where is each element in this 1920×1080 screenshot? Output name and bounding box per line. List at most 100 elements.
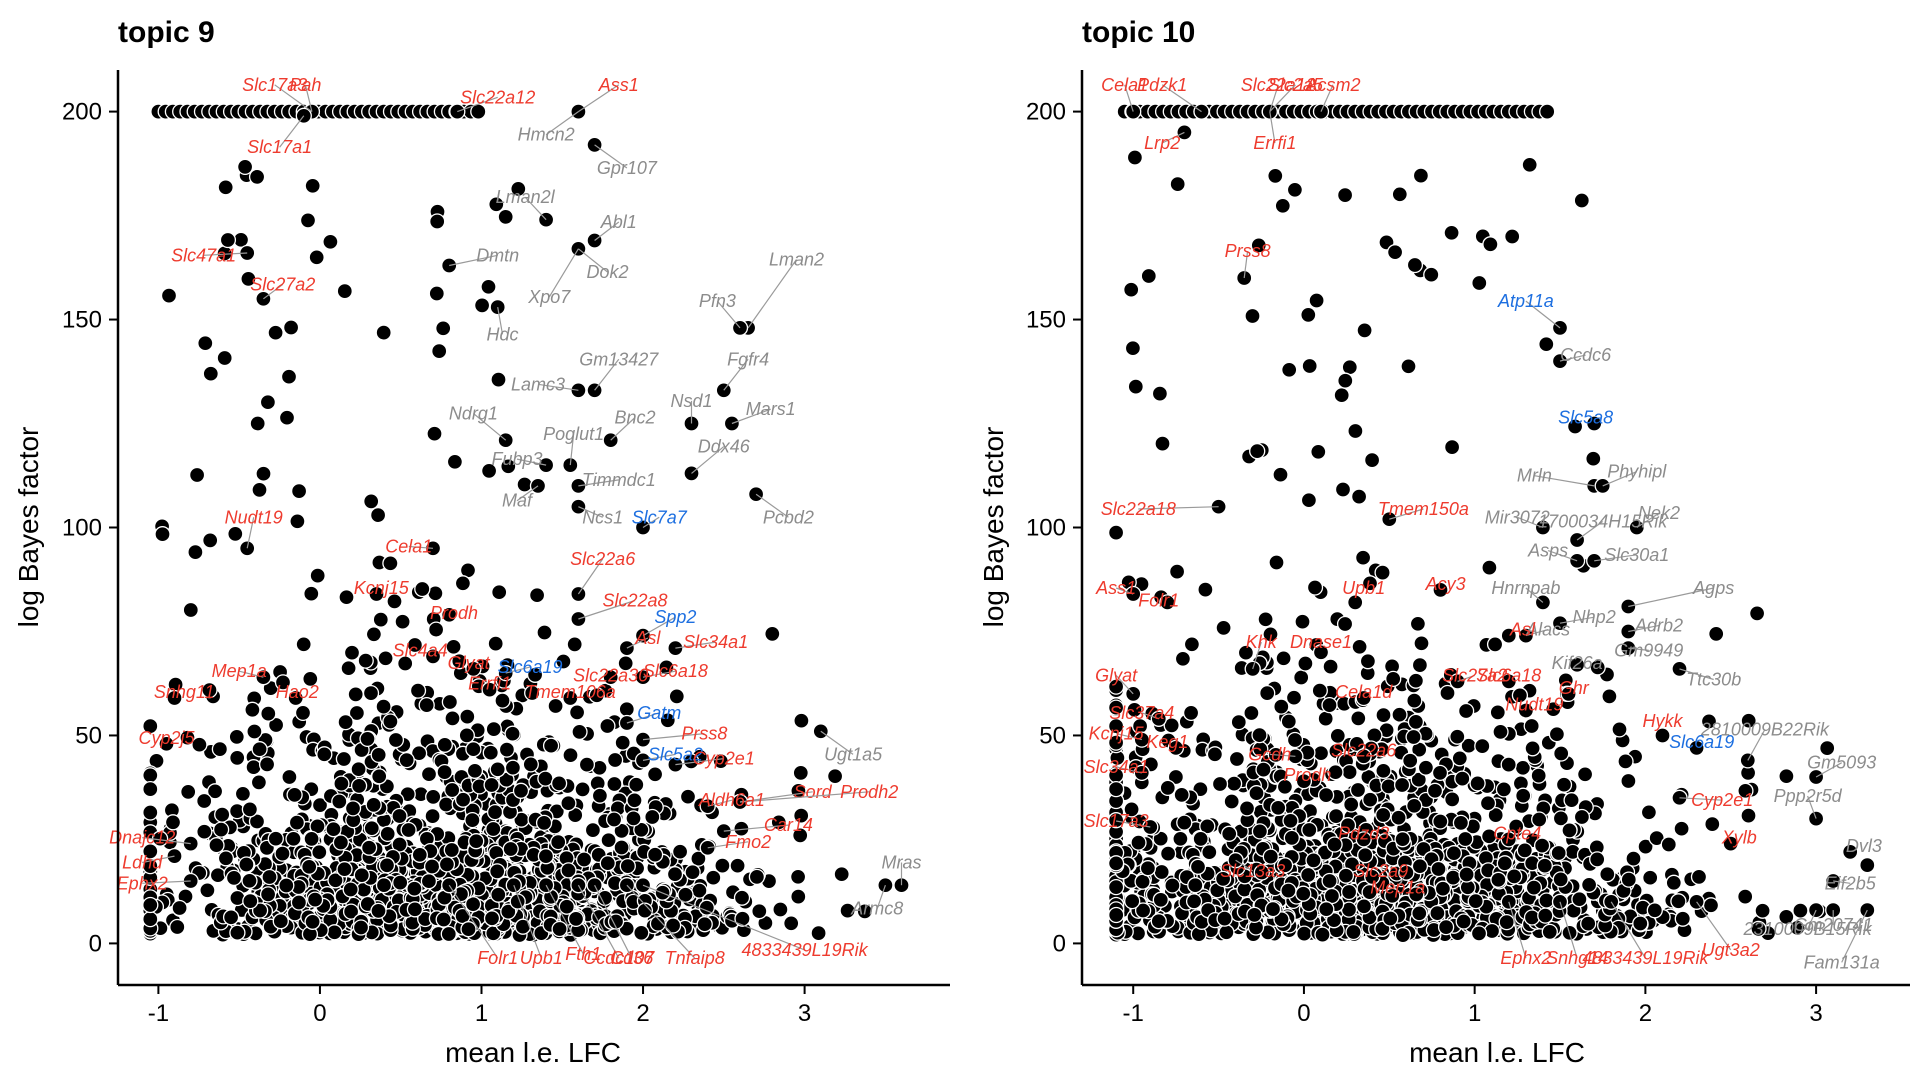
- data-point: [424, 648, 442, 665]
- gene-label: Mep1a: [1370, 878, 1425, 898]
- gene-label: Kcnj15: [1089, 724, 1145, 744]
- x-tick-label: 1: [475, 1000, 488, 1027]
- data-point: [465, 660, 482, 678]
- data-point: [406, 901, 424, 918]
- label-connector: [513, 884, 542, 959]
- data-point: [613, 822, 630, 840]
- data-point: [1708, 625, 1725, 643]
- data-point: [1541, 923, 1558, 941]
- data-point: [1326, 836, 1343, 853]
- data-point: [792, 827, 809, 844]
- data-point: [504, 759, 522, 776]
- label-connector: [545, 111, 579, 136]
- data-point: [211, 740, 229, 758]
- data-point: [560, 862, 577, 879]
- gene-label: Slc22a18: [1101, 499, 1176, 519]
- data-point: [363, 493, 380, 510]
- data-point: [1394, 926, 1412, 944]
- data-point: [483, 776, 500, 794]
- data-point: [201, 681, 218, 699]
- gene-label: Mep1a: [212, 661, 267, 681]
- data-point: [790, 888, 807, 905]
- data-point: [1580, 876, 1598, 893]
- label-connector: [642, 516, 660, 529]
- data-point: [1481, 559, 1498, 576]
- label-connector: [516, 458, 547, 466]
- data-point: [1152, 891, 1169, 908]
- data-point: [182, 601, 199, 619]
- y-tick-label: 150: [62, 307, 102, 334]
- label-connector: [642, 733, 705, 741]
- data-point: [789, 868, 807, 885]
- data-point: [1243, 704, 1260, 722]
- data-point: [1406, 256, 1424, 274]
- y-axis-label: log Bayes factor: [978, 427, 1009, 628]
- label-connector: [691, 446, 725, 474]
- data-point: [332, 834, 350, 851]
- data-point: [1625, 850, 1642, 867]
- gene-label: Atp11a: [1497, 291, 1554, 311]
- data-point: [1134, 902, 1152, 919]
- gene-label: Lrp2: [1144, 133, 1180, 153]
- gene-label: Glyat: [448, 653, 491, 673]
- data-point: [1470, 925, 1488, 942]
- gene-label: Fubp3: [491, 449, 542, 469]
- gene-label: Prodh2: [840, 782, 898, 802]
- data-point: [1402, 752, 1419, 769]
- label-connector: [739, 791, 870, 803]
- y-tick-label: 0: [89, 930, 102, 957]
- data-point: [1228, 750, 1246, 768]
- data-point: [1457, 702, 1475, 720]
- gene-label: Dnase1: [1290, 632, 1352, 652]
- data-point: [436, 763, 453, 781]
- label-connector: [577, 558, 604, 595]
- data-point: [308, 249, 325, 266]
- data-point: [441, 693, 459, 711]
- data-point: [528, 587, 546, 604]
- data-point: [1321, 696, 1338, 714]
- label-connector: [1252, 641, 1262, 670]
- data-point: [179, 729, 196, 746]
- label-connector: [448, 884, 499, 959]
- data-point: [394, 613, 411, 630]
- gene-label: Pdzk1: [1137, 75, 1187, 95]
- gene-label: Ndrg1: [449, 403, 498, 423]
- data-point: [1322, 658, 1339, 675]
- data-point: [409, 682, 427, 699]
- data-point: [1250, 237, 1267, 254]
- data-point: [1218, 924, 1235, 941]
- data-point: [1257, 611, 1274, 628]
- gene-label: Ccdc107: [583, 948, 655, 968]
- gene-label: Phyhipl: [1607, 462, 1667, 482]
- gene-label: Lamc3: [511, 374, 565, 394]
- data-point: [1159, 845, 1177, 862]
- data-point: [423, 858, 441, 875]
- data-point: [542, 737, 560, 754]
- gene-label: Slc22a6: [570, 549, 636, 569]
- data-point: [248, 168, 266, 186]
- data-point: [400, 821, 417, 839]
- data-point: [1640, 804, 1658, 821]
- data-point: [1321, 872, 1338, 890]
- data-point: [304, 177, 321, 194]
- y-tick-label: 200: [1026, 99, 1066, 126]
- data-point: [839, 902, 856, 919]
- data-point: [613, 839, 630, 856]
- data-point: [246, 723, 263, 740]
- data-point: [1206, 746, 1224, 763]
- label-connector: [408, 545, 434, 549]
- data-point: [240, 270, 257, 288]
- gene-label: Cela1: [385, 537, 432, 557]
- gene-label: 2310009B15Rik: [1743, 919, 1873, 939]
- gene-label: Ephx2: [1500, 948, 1551, 968]
- gene-label: Slc17a1: [247, 137, 312, 157]
- data-point: [793, 807, 810, 824]
- label-connector: [1815, 762, 1842, 778]
- y-tick-label: 150: [1026, 307, 1066, 334]
- data-point: [331, 793, 348, 810]
- data-point: [1343, 796, 1360, 813]
- label-connector: [545, 884, 584, 955]
- gene-label: Hao2: [276, 682, 319, 702]
- data-point: [444, 781, 461, 799]
- data-point: [1585, 450, 1602, 467]
